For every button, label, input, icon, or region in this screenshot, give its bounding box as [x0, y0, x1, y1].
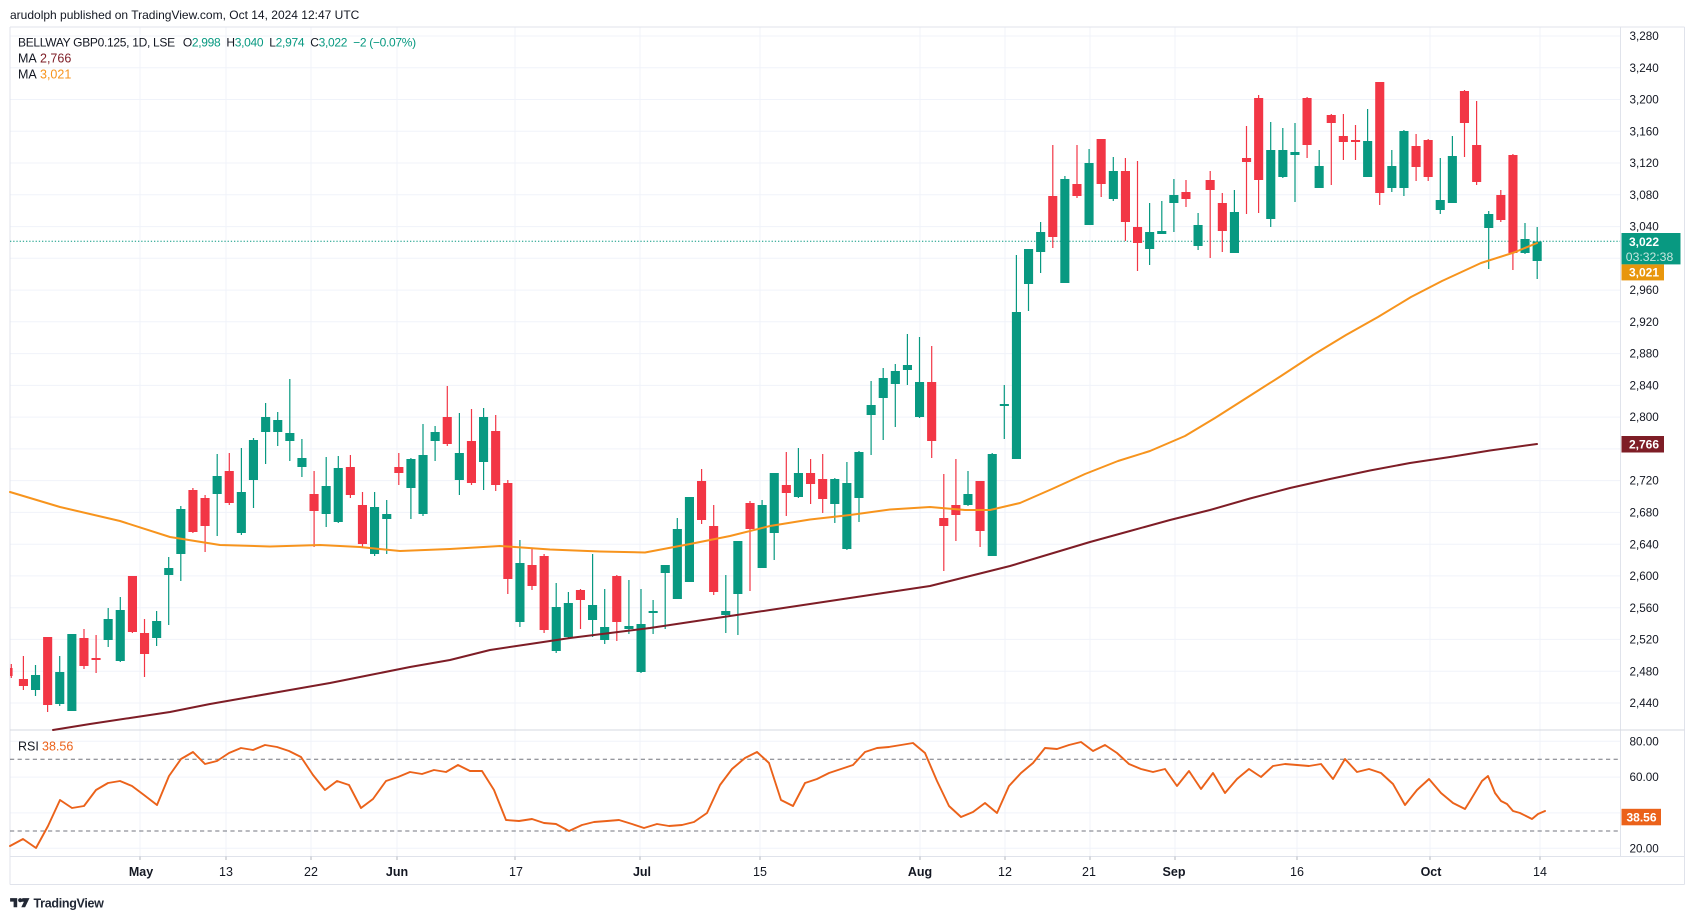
svg-text:3,021: 3,021: [40, 68, 71, 82]
svg-text:15: 15: [753, 865, 767, 879]
svg-text:3,022: 3,022: [1629, 235, 1659, 249]
svg-text:2,440: 2,440: [1630, 697, 1660, 710]
svg-text:38.56: 38.56: [42, 740, 73, 754]
svg-text:TradingView: TradingView: [34, 896, 105, 910]
svg-text:2,720: 2,720: [1630, 475, 1660, 488]
svg-text:16: 16: [1290, 865, 1304, 879]
svg-text:3,200: 3,200: [1630, 94, 1660, 107]
svg-text:2,640: 2,640: [1630, 538, 1660, 551]
svg-text:60.00: 60.00: [1630, 771, 1660, 784]
svg-text:Oct: Oct: [1421, 865, 1443, 879]
svg-text:17: 17: [509, 865, 523, 879]
svg-text:3,280: 3,280: [1630, 30, 1660, 43]
svg-text:2,920: 2,920: [1630, 316, 1660, 329]
svg-text:MA: MA: [18, 68, 37, 82]
svg-text:2,766: 2,766: [40, 52, 71, 66]
svg-text:2,766: 2,766: [1629, 438, 1659, 452]
svg-text:3,120: 3,120: [1630, 157, 1660, 170]
svg-text:2,600: 2,600: [1630, 570, 1660, 583]
svg-text:Jun: Jun: [386, 865, 408, 879]
svg-text:3,240: 3,240: [1630, 62, 1660, 75]
svg-text:2,520: 2,520: [1630, 634, 1660, 647]
svg-text:Aug: Aug: [908, 865, 932, 879]
svg-text:20.00: 20.00: [1630, 842, 1660, 855]
svg-text:3,021: 3,021: [1629, 266, 1659, 280]
svg-text:21: 21: [1082, 865, 1096, 879]
svg-text:14: 14: [1533, 865, 1547, 879]
svg-text:03:32:38: 03:32:38: [1626, 250, 1674, 264]
svg-text:13: 13: [219, 865, 233, 879]
svg-text:May: May: [129, 865, 153, 879]
svg-text:2,800: 2,800: [1630, 411, 1660, 424]
svg-text:12: 12: [998, 865, 1012, 879]
svg-text:38.56: 38.56: [1627, 810, 1657, 824]
svg-text:arudolph published on TradingV: arudolph published on TradingView.com, O…: [10, 8, 360, 22]
svg-text:22: 22: [304, 865, 318, 879]
svg-text:3,040: 3,040: [1630, 221, 1660, 234]
svg-text:2,840: 2,840: [1630, 380, 1660, 393]
svg-text:2,480: 2,480: [1630, 665, 1660, 678]
svg-text:2,680: 2,680: [1630, 507, 1660, 520]
svg-text:MA: MA: [18, 52, 37, 66]
svg-text:2,880: 2,880: [1630, 348, 1660, 361]
svg-text:3,160: 3,160: [1630, 125, 1660, 138]
svg-text:Jul: Jul: [633, 865, 651, 879]
svg-text:RSI: RSI: [18, 740, 39, 754]
svg-text:3,080: 3,080: [1630, 189, 1660, 202]
svg-text:2,960: 2,960: [1630, 284, 1660, 297]
svg-text:2,560: 2,560: [1630, 602, 1660, 615]
svg-text:Sep: Sep: [1163, 865, 1186, 879]
svg-text:80.00: 80.00: [1630, 735, 1660, 748]
